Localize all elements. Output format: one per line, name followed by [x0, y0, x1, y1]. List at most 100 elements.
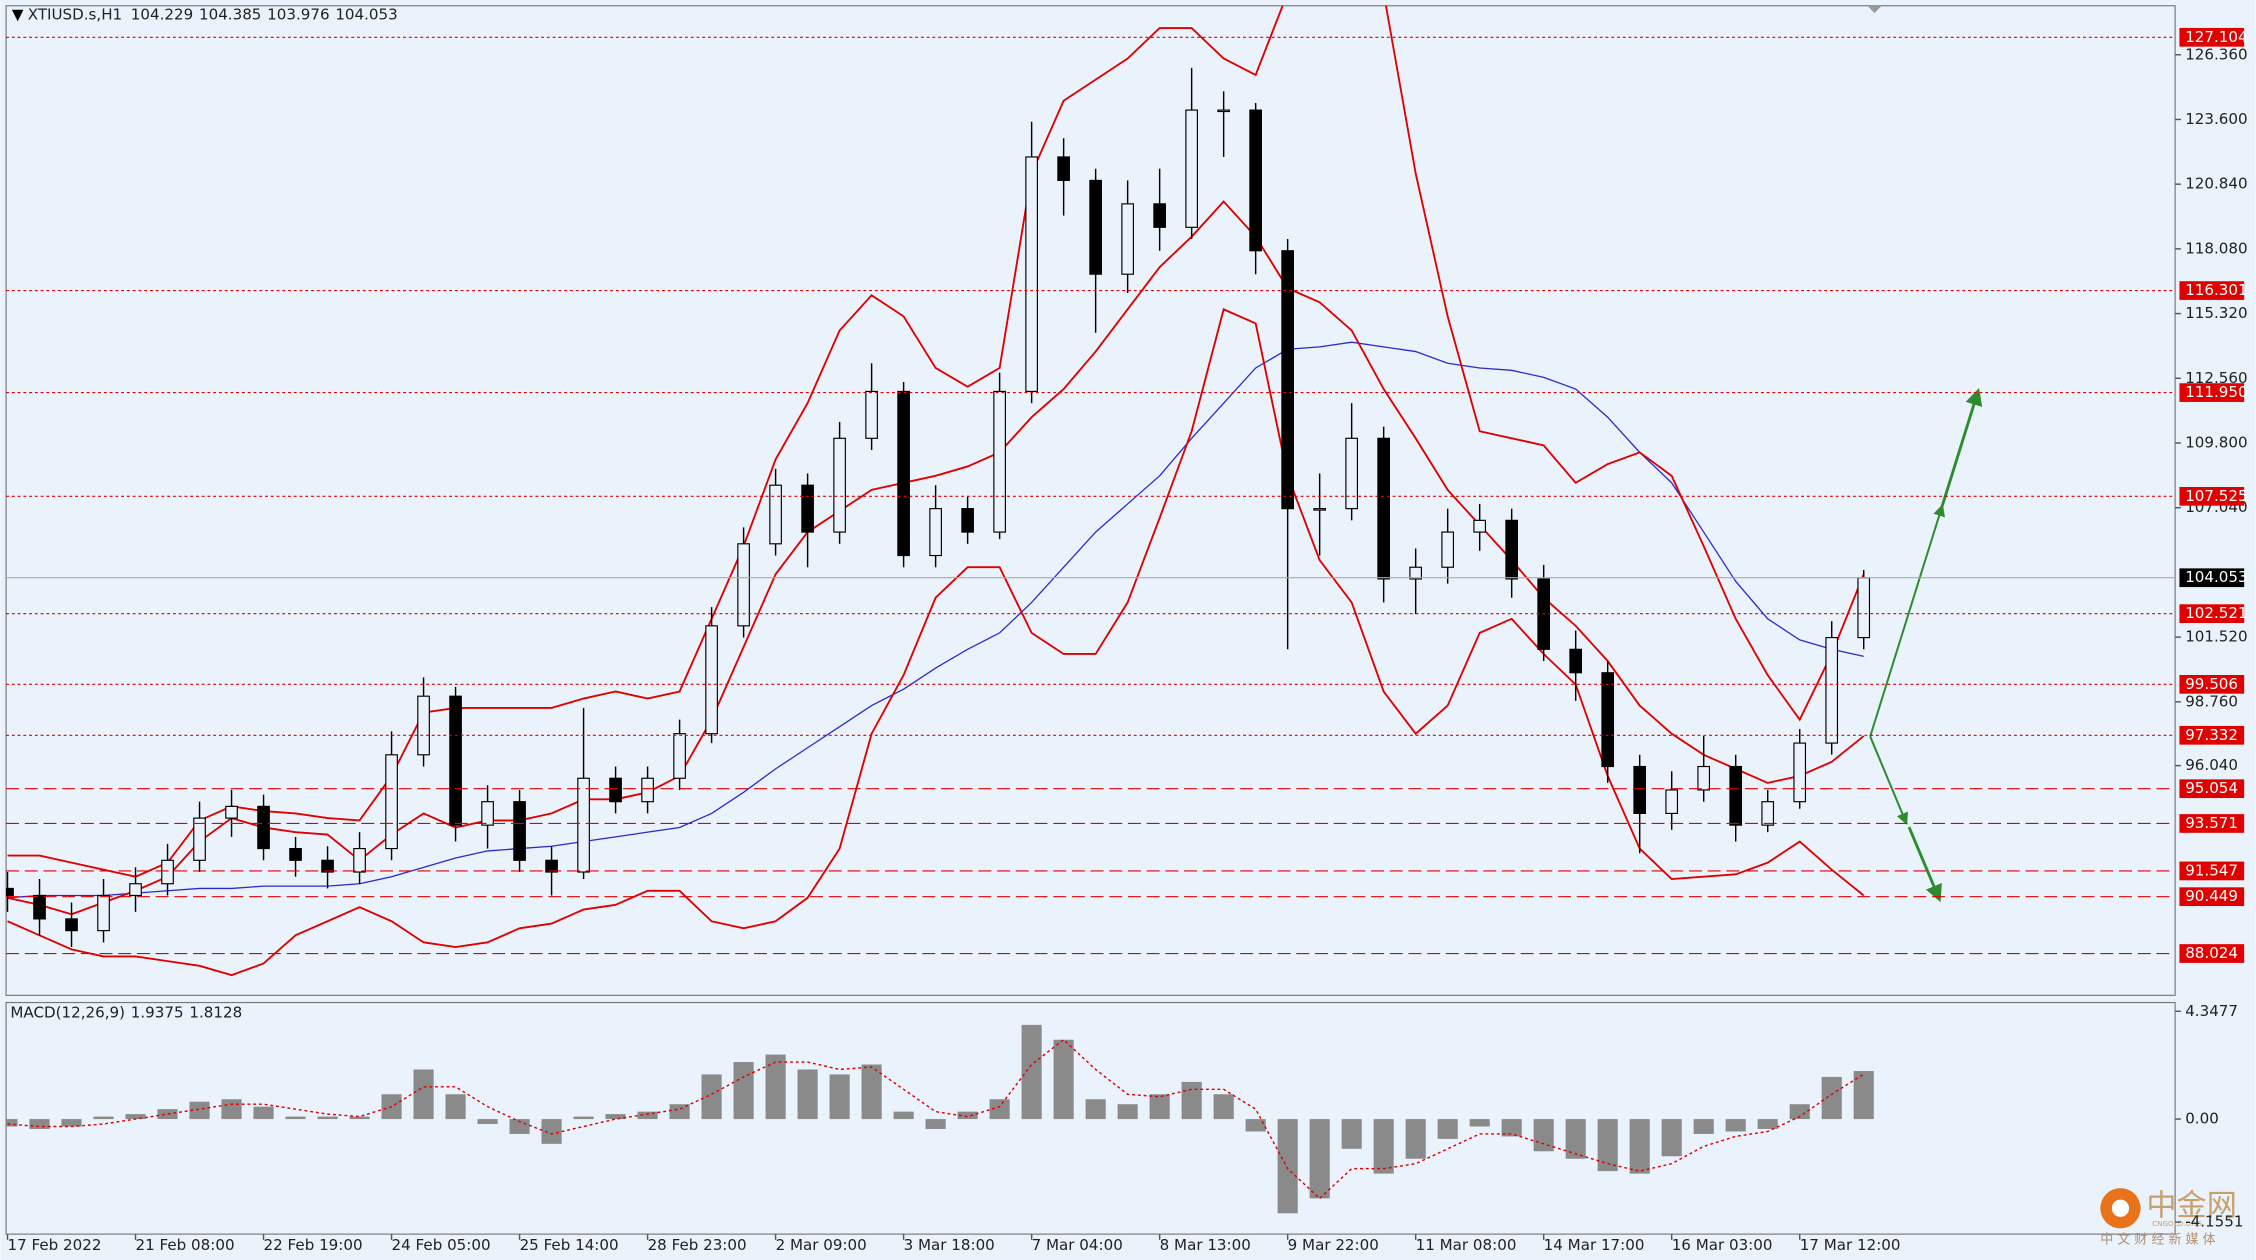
candle-body: [801, 484, 814, 533]
candle-body: [6, 887, 14, 897]
candle-body: [1601, 672, 1615, 768]
macd-bar: [1757, 1119, 1778, 1129]
macd-title: MACD(12,26,9): [10, 1003, 125, 1021]
level-label-bg: [2179, 383, 2245, 402]
candle-body: [929, 508, 942, 557]
level-label-bg: [2179, 674, 2245, 694]
macd-bar: [1053, 1039, 1074, 1120]
candle-body: [705, 625, 718, 735]
header-close: 104.053: [335, 5, 397, 23]
x-tick-label: 25 Feb 14:00: [520, 1236, 619, 1254]
x-tick-label: 8 Mar 13:00: [1160, 1236, 1251, 1254]
candle-body: [609, 777, 622, 803]
macd-bar: [1501, 1119, 1522, 1137]
candle-body: [193, 817, 206, 861]
candle-body: [289, 848, 302, 861]
candle-body: [1089, 179, 1102, 275]
macd-bar: [1373, 1119, 1394, 1174]
macd-bar: [669, 1104, 690, 1120]
x-tick-label: 9 Mar 22:00: [1288, 1236, 1379, 1254]
macd-bar: [477, 1119, 498, 1125]
candle-body: [385, 754, 398, 850]
macd-bar: [1661, 1119, 1682, 1157]
candle-body: [641, 777, 654, 803]
level-label-bg: [2179, 814, 2245, 833]
macd-bar: [445, 1094, 466, 1120]
macd-bar: [605, 1114, 626, 1120]
header-high: 104.385: [199, 5, 261, 23]
macd-bar: [61, 1119, 82, 1127]
macd-panel: [5, 1001, 2176, 1235]
candle-body: [1409, 566, 1422, 580]
candle-body: [257, 805, 270, 850]
macd-plot: [6, 1024, 1874, 1214]
watermark-site: CNGOLD.ORG: [2152, 1219, 2202, 1228]
macd-bar: [701, 1074, 722, 1120]
macd-bar: [6, 1119, 18, 1127]
macd-bar: [957, 1111, 978, 1120]
y-tick-label: 118.080: [2185, 239, 2247, 257]
level-label-bg: [2179, 725, 2245, 745]
macd-bar: [1533, 1119, 1554, 1152]
macd-bar: [1213, 1094, 1234, 1120]
watermark-slogan: 中 文 财 经 新 媒 体: [2100, 1231, 2215, 1247]
macd-bar: [253, 1106, 274, 1120]
x-tick-label: 3 Mar 18:00: [904, 1236, 995, 1254]
y-tick-label: 115.320: [2185, 304, 2247, 322]
x-tick-label: 22 Feb 19:00: [264, 1236, 363, 1254]
x-tick-label: 7 Mar 04:00: [1032, 1236, 1123, 1254]
macd-bar: [1853, 1071, 1874, 1120]
macd-bar: [541, 1119, 562, 1144]
bollinger-upper: [7, 5, 1865, 878]
candle-body: [417, 695, 430, 756]
chart-header: ▼ XTIUSD.s,H1 104.229 104.385 103.976 104.053: [12, 5, 398, 23]
y-tick-label: 101.520: [2185, 628, 2247, 646]
macd-bar: [1629, 1119, 1650, 1174]
level-label-bg: [2179, 486, 2245, 506]
x-tick-label: 16 Mar 03:00: [1672, 1236, 1773, 1254]
level-label: 107.525: [2185, 487, 2247, 505]
macd-bar: [1149, 1094, 1170, 1120]
candle-body: [1793, 742, 1807, 803]
macd-bar: [1693, 1119, 1714, 1134]
macd-bar: [221, 1099, 242, 1120]
x-tick-label: 24 Feb 05:00: [392, 1236, 491, 1254]
candle-body: [1217, 109, 1230, 113]
x-tick-label: 2 Mar 09:00: [776, 1236, 867, 1254]
macd-bar: [413, 1069, 434, 1120]
y-tick-label: 96.040: [2185, 756, 2238, 774]
candle-body: [1025, 156, 1038, 392]
macd-bar: [1789, 1104, 1810, 1120]
macd-bar: [349, 1116, 370, 1120]
shift-marker: [1867, 5, 1882, 13]
watermark-logo: [2111, 1199, 2130, 1217]
candle-body: [1185, 109, 1198, 228]
candle-body: [1633, 765, 1647, 814]
macd-bar: [1341, 1119, 1362, 1149]
macd-bar: [861, 1064, 882, 1120]
y-tick-label: 98.760: [2185, 692, 2238, 710]
candle-body: [1665, 789, 1679, 814]
macd-bar: [29, 1119, 50, 1129]
level-label: 99.506: [2185, 675, 2238, 693]
candle-body: [1249, 109, 1262, 252]
candle-body: [1313, 508, 1326, 511]
candle-body: [673, 733, 686, 779]
macd-bar: [637, 1111, 658, 1120]
price-plot: [6, 5, 1871, 977]
macd-bar: [157, 1109, 178, 1120]
macd-bar: [317, 1116, 338, 1120]
macd-header: MACD(12,26,9) 1.9375 1.8128: [10, 1003, 242, 1021]
macd-bar: [1181, 1081, 1202, 1120]
macd-bar: [989, 1099, 1010, 1120]
macd-bar: [573, 1116, 594, 1120]
candle-body: [225, 805, 238, 819]
candle-body: [1281, 250, 1294, 510]
macd-bar: [125, 1114, 146, 1120]
drawing-arrows: [1869, 387, 1983, 903]
macd-bar: [1245, 1119, 1266, 1132]
candle-body: [1697, 765, 1711, 791]
watermark-name: 中金网: [2146, 1188, 2237, 1223]
candle-body: [1761, 801, 1775, 826]
